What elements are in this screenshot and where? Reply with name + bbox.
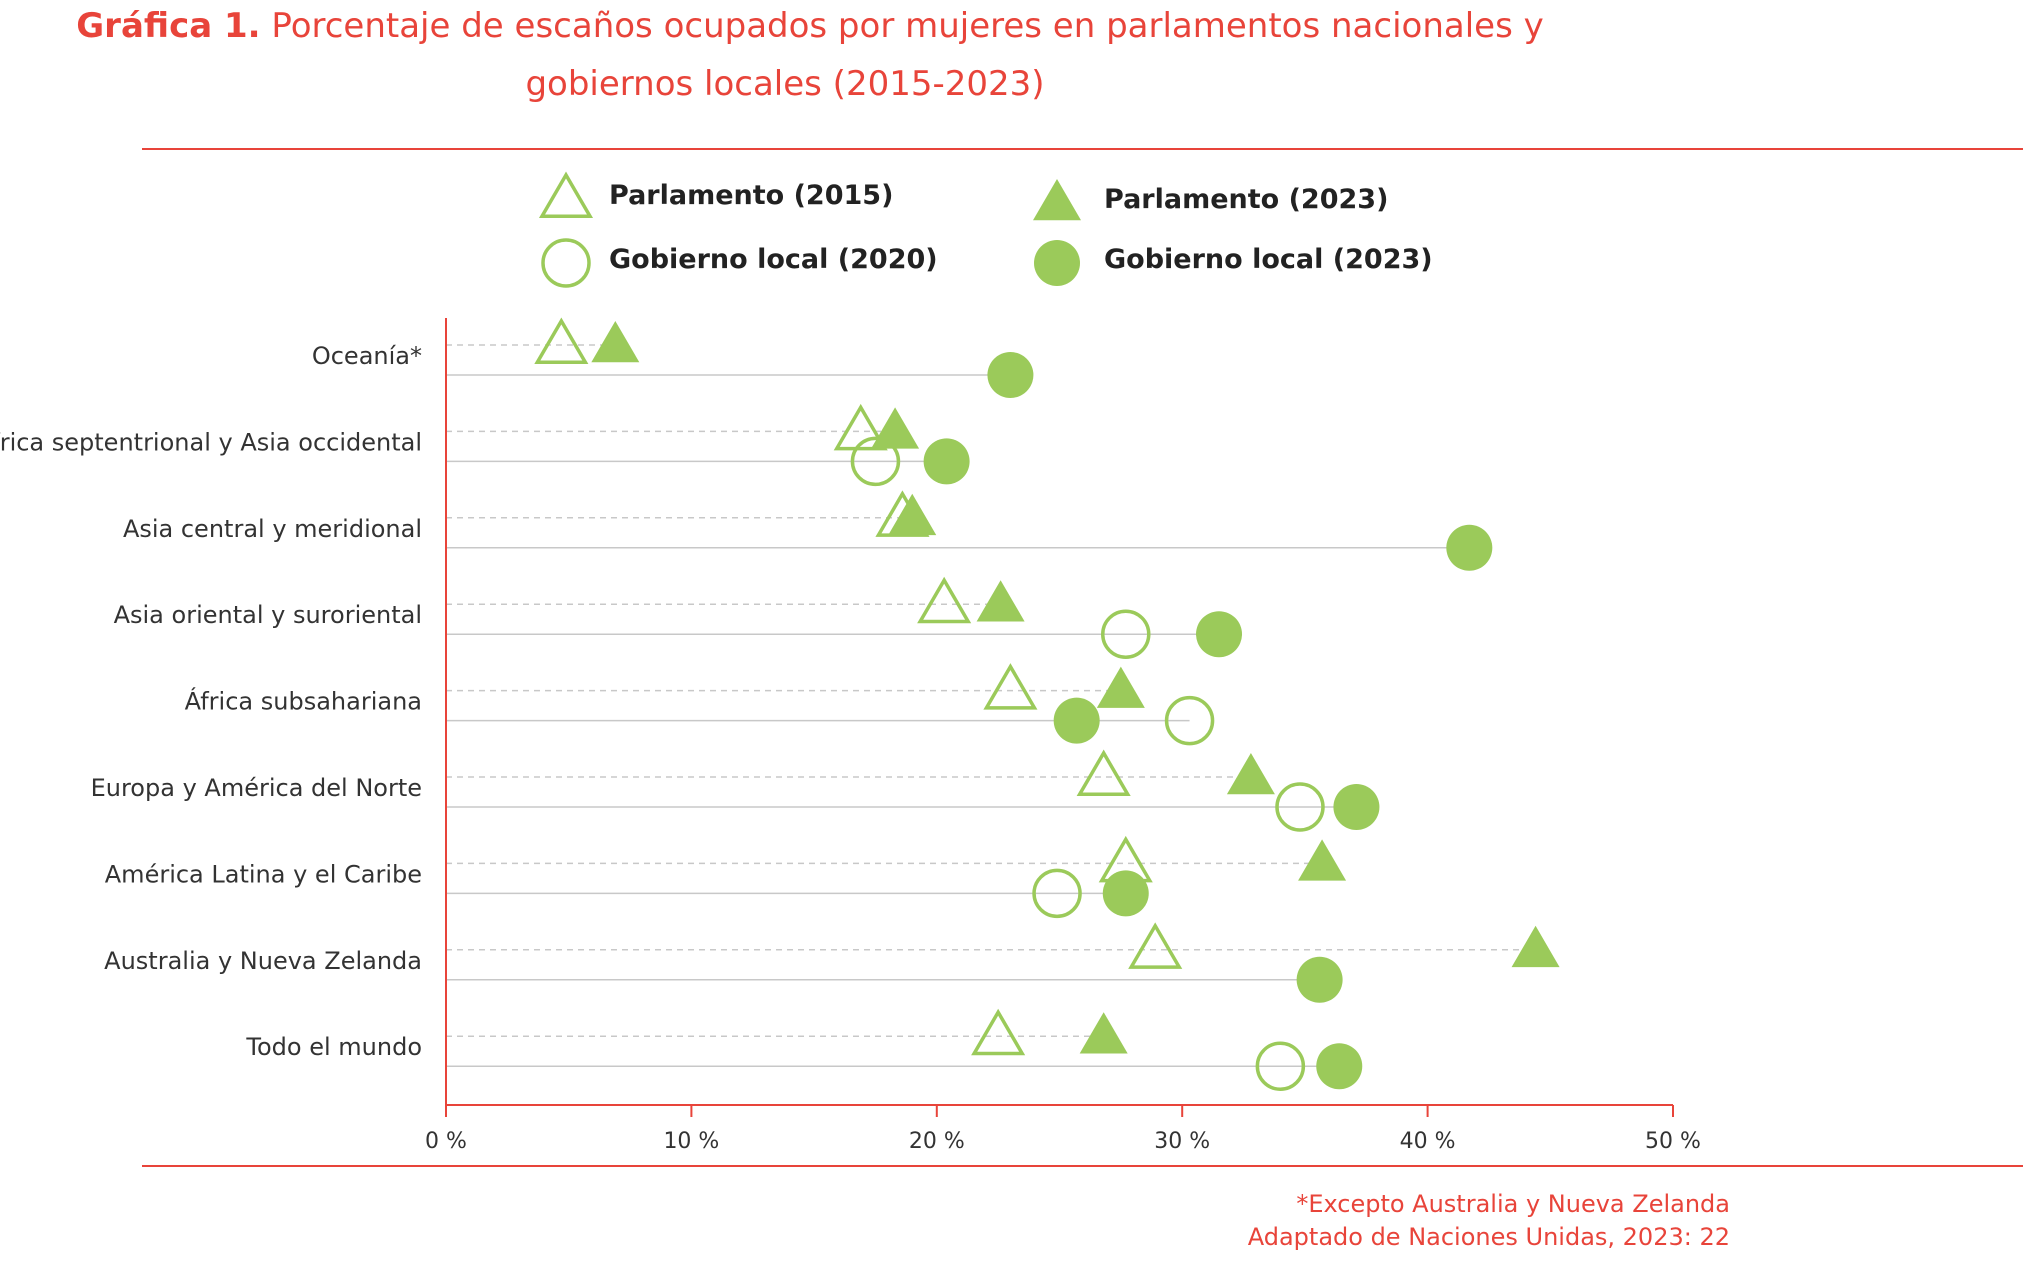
chart-title-prefix: Gráfica 1. [76,6,261,46]
category-label: América Latina y el Caribe [105,860,422,888]
footnote-source: Adaptado de Naciones Unidas, 2023: 22 [1247,1223,1730,1251]
point-circle-filled [1316,1043,1363,1090]
bottom-divider [142,1165,2023,1167]
legend-circle-open-icon [541,238,591,288]
x-tick-label: 20 % [909,1129,965,1154]
point-circle-open [1164,695,1215,746]
category-label: Australia y Nueva Zelanda [104,947,422,975]
point-circle-filled [923,438,970,485]
chart-title-line1: Gráfica 1. Porcentaje de escaños ocupado… [0,6,1620,46]
point-triangle-filled [1096,666,1145,708]
point-triangle-open [1076,749,1131,797]
point-circle-filled [1333,784,1380,830]
point-circle-filled [1446,524,1493,571]
category-label: África septentrional y Asia occidental [0,427,422,456]
x-tick-label: 10 % [663,1129,719,1154]
x-tick-label: 30 % [1154,1129,1210,1154]
point-triangle-open [1128,922,1183,969]
point-triangle-filled [1511,925,1560,968]
legend-label-gobierno-local-2023: Gobierno local (2023) [1104,244,1433,275]
top-divider [142,148,2023,150]
category-label: Asia central y meridional [123,515,422,543]
point-triangle-open [983,663,1038,710]
point-triangle-filled [591,321,640,363]
category-label: Oceanía* [312,342,422,370]
category-label: Europa y América del Norte [91,774,422,802]
legend-circle-filled-icon [1034,240,1080,286]
point-triangle-filled [1226,753,1275,795]
legend-label-parlamento-2015: Parlamento (2015) [609,180,894,211]
x-tick-label: 50 % [1645,1129,1701,1154]
category-label: Asia oriental y suroriental [114,601,422,629]
point-circle-filled [987,352,1034,398]
category-label: África subsahariana [185,687,422,716]
point-circle-filled [1196,611,1243,658]
point-circle-open [850,436,901,487]
point-triangle-open [534,317,589,365]
data-marks [534,317,1560,1091]
point-circle-open [1255,1041,1306,1091]
legend-triangle-filled-icon [1033,179,1081,221]
point-triangle-filled [888,493,937,536]
point-triangle-open [833,403,888,451]
category-rows: Oceanía* África septentrional y Asia occi… [0,342,1536,1067]
category-label: Todo el mundo [245,1033,422,1061]
point-circle-filled [1102,870,1149,917]
footnote-exception: *Excepto Australia y Nueva Zelanda [1296,1190,1730,1218]
point-triangle-open [971,1008,1026,1056]
point-circle-open [1032,868,1082,919]
point-triangle-open [917,576,972,624]
x-tick-label: 0 % [425,1129,467,1154]
legend-triangle-open-icon [538,171,594,219]
point-triangle-filled [976,580,1025,622]
legend-markers [538,171,1081,288]
point-circle-filled [1053,697,1100,744]
chart-title-line2: gobiernos locales (2015-2023) [525,64,1045,104]
x-axis: 0 % 10 % 20 % 30 % 40 % 50 % [425,318,1701,1154]
point-circle-open [1275,782,1325,832]
legend-label-parlamento-2023: Parlamento (2023) [1104,184,1389,215]
point-circle-filled [1296,956,1343,1003]
point-triangle-filled [1298,839,1347,881]
legend-label-gobierno-local-2020: Gobierno local (2020) [609,244,938,275]
point-circle-open [1101,609,1151,659]
x-tick-label: 40 % [1400,1129,1456,1154]
chart-title-text: Porcentaje de escaños ocupados por mujer… [271,6,1544,46]
point-triangle-filled [1079,1012,1128,1054]
